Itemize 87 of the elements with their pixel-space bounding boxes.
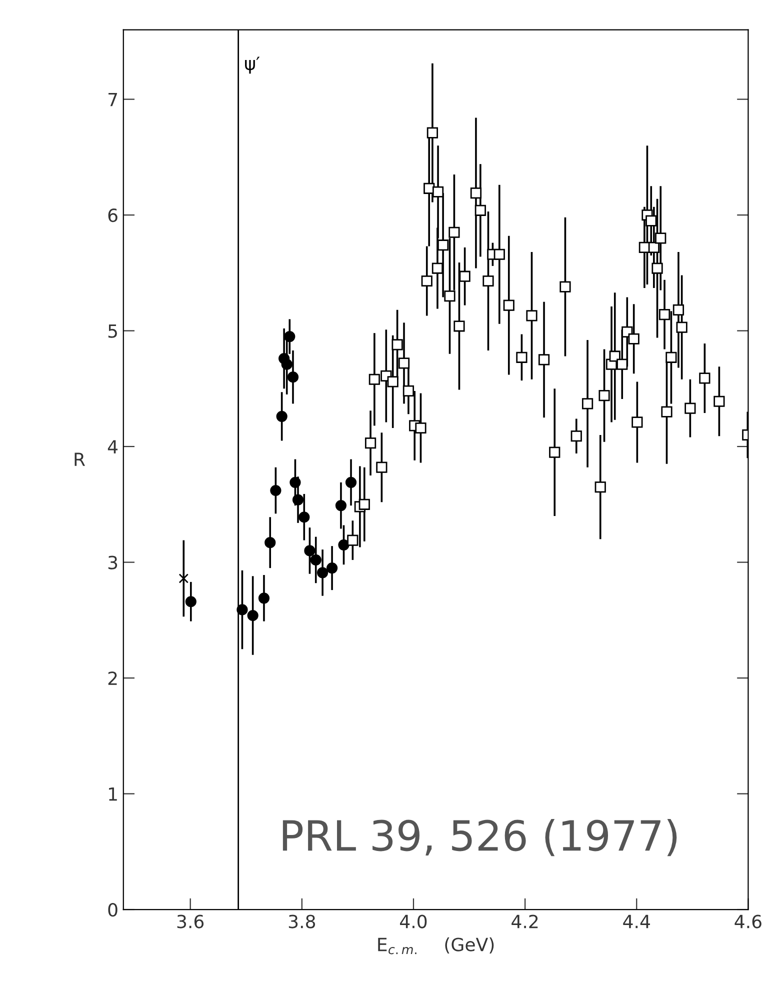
point xyxy=(292,494,304,506)
point xyxy=(672,304,684,316)
point xyxy=(270,484,282,496)
y-tick-label: 6 xyxy=(108,208,118,222)
point xyxy=(304,545,316,556)
point xyxy=(494,248,505,260)
point xyxy=(714,396,725,407)
point xyxy=(570,430,582,442)
annotation: PRL 39, 526 (1977) xyxy=(282,819,677,856)
point xyxy=(421,275,432,287)
point xyxy=(652,262,663,274)
point xyxy=(658,309,670,320)
point xyxy=(503,300,514,311)
point xyxy=(661,406,672,418)
y-tick-label: 5 xyxy=(108,324,117,338)
point xyxy=(185,596,196,608)
point xyxy=(258,592,270,604)
y-tick-label: 7 xyxy=(108,92,117,106)
point xyxy=(549,446,560,458)
y-axis-title: R xyxy=(74,452,86,466)
point xyxy=(648,242,660,253)
point xyxy=(432,262,444,274)
point xyxy=(699,372,710,384)
point xyxy=(516,352,528,363)
point xyxy=(616,358,628,370)
point xyxy=(310,554,322,566)
point xyxy=(368,374,380,385)
point xyxy=(316,567,328,578)
y-tick-label: 3 xyxy=(108,556,118,570)
y-tick-label: 1 xyxy=(109,787,117,801)
point xyxy=(364,437,376,449)
text: E$_{c.m.}$ (GeV) xyxy=(378,937,494,954)
point xyxy=(432,186,444,198)
x-tick-label: 4.0 xyxy=(400,914,427,928)
point xyxy=(582,398,594,410)
x-tick-label: 3.8 xyxy=(288,914,316,928)
point xyxy=(482,275,494,287)
point xyxy=(338,539,350,550)
point xyxy=(474,204,486,216)
point xyxy=(236,604,248,616)
point xyxy=(326,562,338,574)
point xyxy=(437,240,449,251)
point xyxy=(376,462,388,473)
point xyxy=(358,498,370,510)
point xyxy=(459,270,470,282)
point xyxy=(387,376,398,388)
y-tick-label: 4 xyxy=(108,440,118,454)
point xyxy=(290,476,301,488)
y-tick-label: 2 xyxy=(108,671,117,685)
point xyxy=(415,422,426,434)
point xyxy=(347,534,358,546)
point xyxy=(676,322,688,333)
point xyxy=(392,339,403,350)
point xyxy=(632,416,643,428)
point xyxy=(276,410,288,422)
point xyxy=(448,226,460,238)
point xyxy=(264,537,276,548)
point xyxy=(454,320,465,332)
point xyxy=(398,358,410,369)
point xyxy=(335,500,347,512)
point xyxy=(609,350,620,362)
point xyxy=(646,215,657,226)
point xyxy=(402,385,414,397)
point xyxy=(287,372,299,383)
point xyxy=(560,281,571,292)
point xyxy=(470,187,482,199)
point xyxy=(655,232,666,244)
point xyxy=(594,481,606,493)
x-tick-label: 4.6 xyxy=(734,914,762,928)
point xyxy=(345,476,357,488)
point xyxy=(684,402,696,414)
x-tick-label: 4.4 xyxy=(623,914,650,928)
point xyxy=(426,127,438,138)
point xyxy=(298,512,310,523)
point xyxy=(666,352,677,363)
point xyxy=(538,354,550,366)
point xyxy=(444,290,456,302)
point xyxy=(598,390,610,402)
y-tick-label: 0 xyxy=(108,902,118,917)
point xyxy=(526,310,538,322)
point xyxy=(281,358,292,370)
x-tick-label: 4.2 xyxy=(512,914,538,928)
point xyxy=(628,333,640,344)
point xyxy=(284,331,296,342)
x-tick-label: 3.6 xyxy=(177,914,204,928)
ref-line-label: ψ′ xyxy=(245,56,260,74)
point xyxy=(247,610,258,622)
